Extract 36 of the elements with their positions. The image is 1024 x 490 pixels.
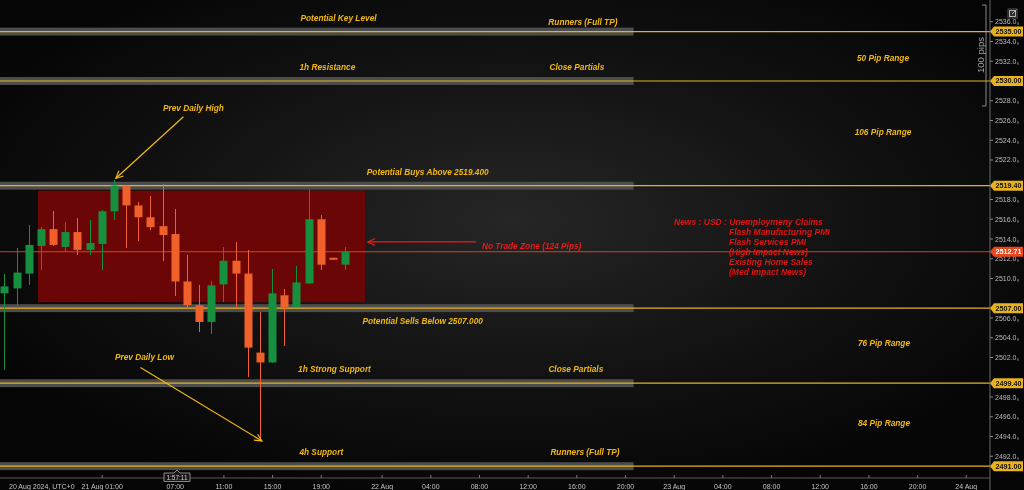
candlestick — [159, 183, 168, 262]
annotation: 4h Support — [298, 447, 345, 458]
annotation: Potential Sells Below 2507.000 — [362, 316, 484, 327]
candlestick — [195, 284, 204, 333]
candlestick — [37, 226, 46, 271]
annotation: Prev Daily Low — [114, 352, 175, 363]
annotation: Runners (Full TP) — [548, 16, 618, 27]
annotation: 1h Strong Support — [298, 364, 373, 375]
candlestick — [256, 311, 265, 441]
candlestick — [183, 254, 192, 308]
candlestick — [134, 201, 143, 242]
annotation: No Trade Zone (124 Pips) — [481, 240, 582, 251]
candlestick — [280, 288, 289, 347]
candlestick — [341, 246, 350, 271]
candlestick — [86, 219, 95, 256]
annotation: 84 Pip Range — [857, 418, 911, 428]
annotation: Prev Daily High — [162, 102, 224, 113]
annotation: 106 Pip Range — [854, 127, 912, 137]
annotation: Close Partials — [548, 364, 604, 375]
annotation: 1h Resistance — [299, 61, 356, 72]
annotation: Runners (Full TP) — [550, 447, 620, 458]
candlestick — [61, 221, 70, 253]
annotation: Potential Key Level — [300, 12, 378, 23]
annotation: 100 pips — [974, 36, 986, 73]
candlestick — [0, 273, 9, 371]
annotation: 76 Pip Range — [857, 338, 911, 348]
candlestick — [49, 210, 58, 247]
candlestick — [232, 241, 241, 308]
candlestick — [122, 184, 131, 249]
annotation: Potential Buys Above 2519.400 — [366, 166, 490, 177]
candlestick — [146, 195, 155, 231]
annotation: Close Partials — [549, 61, 605, 72]
candlestick — [13, 247, 22, 309]
candlestick — [219, 246, 228, 303]
candlestick — [73, 217, 82, 256]
annotation: 50 Pip Range — [856, 53, 910, 63]
